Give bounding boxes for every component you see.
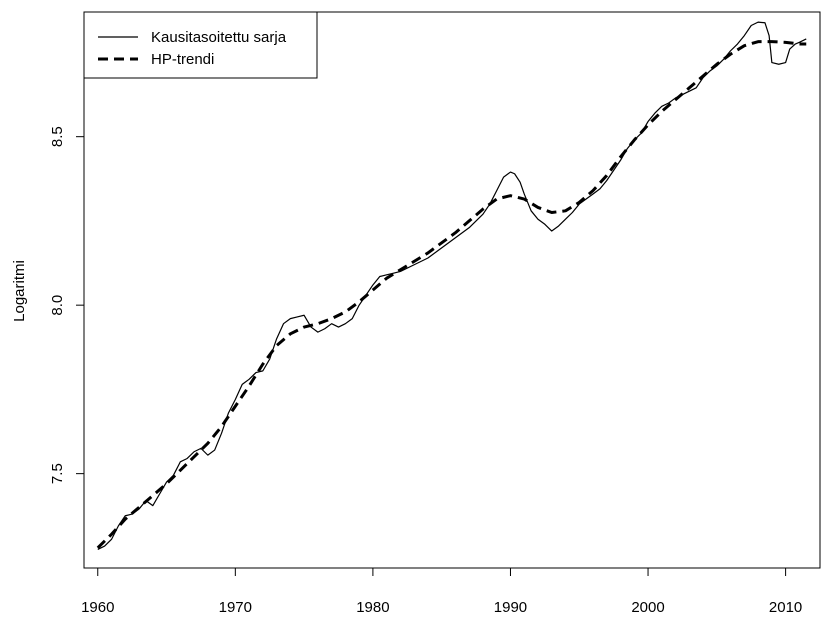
legend-label-series-1: Kausitasoitettu sarja	[151, 29, 287, 46]
x-tick-label: 1990	[494, 599, 527, 616]
x-tick-label: 2000	[631, 599, 664, 616]
series-line-trend	[96, 40, 807, 549]
y-tick-label: 8.5	[49, 126, 66, 147]
y-axis: 7.5 8.0 8.5	[49, 126, 85, 484]
y-axis-label: Logaritmi	[11, 260, 28, 322]
x-tick-label: 1980	[356, 599, 389, 616]
series-line-observed	[97, 21, 807, 551]
x-tick-label: 1970	[219, 599, 252, 616]
series-layer	[96, 21, 807, 551]
y-tick-label: 7.5	[49, 463, 66, 484]
legend-box	[83, 11, 318, 79]
legend: Kausitasoitettu sarja HP-trendi	[83, 11, 318, 79]
plot-area-border	[83, 11, 821, 569]
x-tick-label: 1960	[81, 599, 114, 616]
legend-label-series-2: HP-trendi	[151, 51, 214, 68]
x-tick-label: 2010	[769, 599, 802, 616]
x-axis: 1960 1970 1980 1990 2000 2010	[81, 567, 802, 616]
y-tick-label: 8.0	[49, 295, 66, 316]
